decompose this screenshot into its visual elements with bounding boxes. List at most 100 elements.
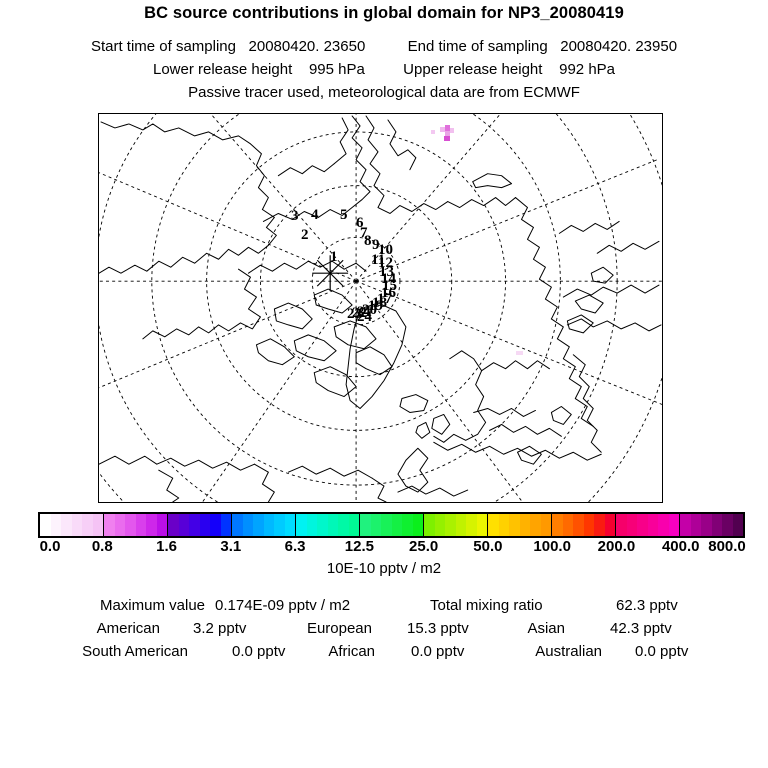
colorbar-step-7-1 <box>498 514 509 536</box>
colorbar-step-4-3 <box>327 514 338 536</box>
colorbar-tick-1: 0.8 <box>91 538 113 555</box>
polar-map <box>99 114 662 502</box>
colorbar-step-1-0 <box>104 514 115 536</box>
colorbar-step-9-3 <box>647 514 658 536</box>
colorbar-step-3-3 <box>263 514 274 536</box>
colorbar-step-1-1 <box>114 514 125 536</box>
colorbar-step-9-2 <box>637 514 648 536</box>
colorbar-step-10-5 <box>732 514 743 536</box>
colorbar-step-2-3 <box>199 514 210 536</box>
colorbar-step-2-4 <box>210 514 221 536</box>
colorbar-step-5-1 <box>370 514 381 536</box>
plume-cell <box>440 127 445 132</box>
colorbar-step-1-5 <box>156 514 167 536</box>
trajectory-label-5: 5 <box>340 207 348 223</box>
colorbar-step-5-0 <box>360 514 371 536</box>
colorbar-step-7-4 <box>530 514 541 536</box>
colorbar-tick-10: 400.0 <box>661 538 700 555</box>
colorbar-step-0-0 <box>40 514 51 536</box>
colorbar[interactable] <box>38 512 745 538</box>
colorbar-tick-11: 800.0 <box>708 538 746 555</box>
region-south-american-label: South American <box>82 643 188 660</box>
trajectory-label-6: 6 <box>356 215 364 231</box>
trajectory-label-4: 4 <box>311 207 319 223</box>
colorbar-step-2-2 <box>189 514 200 536</box>
colorbar-step-10-4 <box>722 514 733 536</box>
trajectory-label-13: 13 <box>379 264 394 280</box>
region-european-value: 15.3 pptv <box>407 620 469 637</box>
colorbar-step-2-1 <box>178 514 189 536</box>
colorbar-step-3-4 <box>274 514 285 536</box>
plume-cell <box>445 125 450 131</box>
colorbar-tick-2: 1.6 <box>156 538 177 555</box>
colorbar-step-9-4 <box>658 514 669 536</box>
region-african-label: African <box>328 643 375 660</box>
trajectory-label-21: 21 <box>357 304 372 320</box>
stats-row-summary: Maximum value 0.174E-09 pptv / m2 Total … <box>0 597 768 617</box>
colorbar-step-8-4 <box>594 514 605 536</box>
lower-height-value: 995 hPa <box>308 61 365 78</box>
max-value-label: Maximum value <box>99 597 205 614</box>
colorbar-segment-0 <box>40 514 104 536</box>
colorbar-step-0-2 <box>61 514 72 536</box>
colorbar-step-3-0 <box>232 514 243 536</box>
colorbar-step-4-4 <box>338 514 349 536</box>
region-asian-value: 42.3 pptv <box>610 620 672 637</box>
colorbar-step-8-2 <box>573 514 584 536</box>
colorbar-step-6-4 <box>466 514 477 536</box>
colorbar-step-3-5 <box>284 514 295 536</box>
colorbar-step-1-3 <box>135 514 146 536</box>
colorbar-wrap <box>38 512 745 538</box>
colorbar-segment-3 <box>232 514 296 536</box>
colorbar-step-6-3 <box>455 514 466 536</box>
colorbar-tick-8: 100.0 <box>533 538 571 555</box>
colorbar-segment-8 <box>552 514 616 536</box>
colorbar-step-4-2 <box>317 514 328 536</box>
colorbar-step-7-0 <box>488 514 499 536</box>
region-african-value: 0.0 pptv <box>411 643 465 660</box>
colorbar-tick-labels: 0.0 0.8 1.6 3.1 6.3 12.5 25.0 50.0 100.0 200.0 400… <box>0 538 768 558</box>
tracer-note: Passive tracer used, meteorological data… <box>188 84 580 101</box>
colorbar-segment-2 <box>168 514 232 536</box>
colorbar-step-5-2 <box>381 514 392 536</box>
colorbar-tick-3: 3.1 <box>220 538 242 555</box>
graticule <box>99 114 662 502</box>
region-american-label: American <box>96 620 160 637</box>
max-value-value: 0.174E-09 pptv / m2 <box>215 597 351 614</box>
sampling-time-line: Start time of sampling 20080420. 23650 E… <box>0 38 768 55</box>
trajectory-label-24: 24 <box>357 309 372 325</box>
colorbar-step-6-1 <box>434 514 445 536</box>
colorbar-segment-1 <box>104 514 168 536</box>
colorbar-step-7-3 <box>519 514 530 536</box>
trajectory-label-7: 7 <box>360 225 368 241</box>
lower-height-label: Lower release height <box>152 61 293 78</box>
colorbar-step-7-5 <box>540 514 551 536</box>
end-time-label: End time of sampling <box>407 38 548 55</box>
colorbar-segment-6 <box>424 514 488 536</box>
trajectory-label-11: 11 <box>371 252 386 268</box>
colorbar-tick-6: 25.0 <box>409 538 439 555</box>
region-european-label: European <box>306 620 372 637</box>
region-asian-label: Asian <box>527 620 565 637</box>
release-height-line: Lower release height 995 hPa Upper relea… <box>0 61 768 78</box>
trajectory-label-1: 1 <box>330 249 338 265</box>
trajectory-label-16: 16 <box>381 285 396 301</box>
plume-cell <box>445 131 450 136</box>
region-american-value: 3.2 pptv <box>193 620 247 637</box>
trajectory-label-19: 19 <box>368 298 383 314</box>
colorbar-step-5-5 <box>412 514 423 536</box>
stats-row-regions-2: South American 0.0 pptv African 0.0 pptv… <box>0 643 768 663</box>
colorbar-step-6-0 <box>424 514 435 536</box>
map-panel[interactable] <box>98 113 663 503</box>
upper-height-label: Upper release height <box>403 61 543 78</box>
trajectory-label-23: 23 <box>347 306 362 322</box>
colorbar-unit-label: 10E-10 pptv / m2 <box>326 560 442 577</box>
trajectory-label-18: 18 <box>372 295 387 311</box>
colorbar-segment-4 <box>296 514 360 536</box>
plume-cell <box>516 351 523 355</box>
coastlines <box>99 115 662 502</box>
colorbar-step-1-4 <box>146 514 157 536</box>
trajectory-label-2: 2 <box>301 227 309 243</box>
total-mixing-ratio-label: Total mixing ratio <box>430 597 543 614</box>
